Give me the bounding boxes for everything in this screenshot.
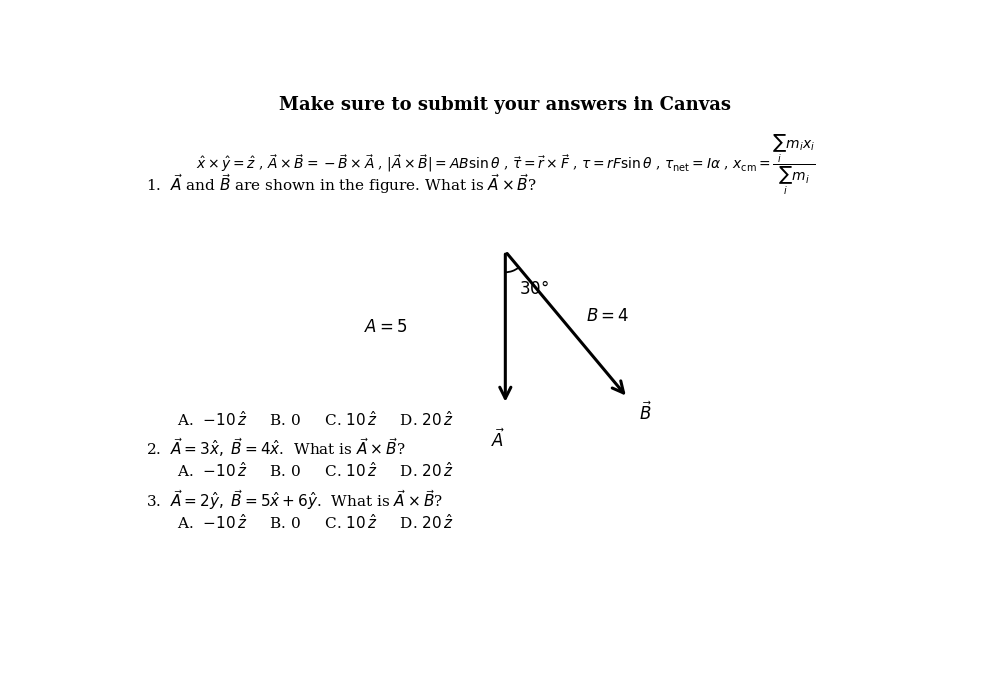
Text: $30°$: $30°$ [519,281,549,298]
Text: 3.  $\vec{A} = 2\hat{y},\ \vec{B} = 5\hat{x} + 6\hat{y}$.  What is $\vec{A} \tim: 3. $\vec{A} = 2\hat{y},\ \vec{B} = 5\hat… [146,488,443,512]
Text: 1.  $\vec{A}$ and $\vec{B}$ are shown in the figure. What is $\vec{A} \times \ve: 1. $\vec{A}$ and $\vec{B}$ are shown in … [146,172,537,196]
Text: A.  $-10\,\hat{z}$     B. 0     C. $10\,\hat{z}$     D. $20\,\hat{z}$: A. $-10\,\hat{z}$ B. 0 C. $10\,\hat{z}$ … [176,410,454,429]
Text: $\vec{A}$: $\vec{A}$ [491,428,505,451]
Text: Make sure to submit your answers in Canvas: Make sure to submit your answers in Canv… [279,95,732,113]
Text: $\vec{B}$: $\vec{B}$ [639,402,653,425]
Text: $A = 5$: $A = 5$ [364,320,407,336]
Text: A.  $-10\,\hat{z}$     B. 0     C. $10\,\hat{z}$     D. $20\,\hat{z}$: A. $-10\,\hat{z}$ B. 0 C. $10\,\hat{z}$ … [176,513,454,532]
Text: A.  $-10\,\hat{z}$     B. 0     C. $10\,\hat{z}$     D. $20\,\hat{z}$: A. $-10\,\hat{z}$ B. 0 C. $10\,\hat{z}$ … [176,462,454,480]
Text: 2.  $\vec{A} = 3\hat{x},\ \vec{B} = 4\hat{x}$.  What is $\vec{A} \times \vec{B}$: 2. $\vec{A} = 3\hat{x},\ \vec{B} = 4\hat… [146,436,405,459]
Text: $\hat{x}\times\hat{y} = \hat{z}$ , $\vec{A}\times\vec{B} = -\vec{B}\times\vec{A}: $\hat{x}\times\hat{y} = \hat{z}$ , $\vec… [195,132,815,198]
Text: $B = 4$: $B = 4$ [586,308,629,325]
